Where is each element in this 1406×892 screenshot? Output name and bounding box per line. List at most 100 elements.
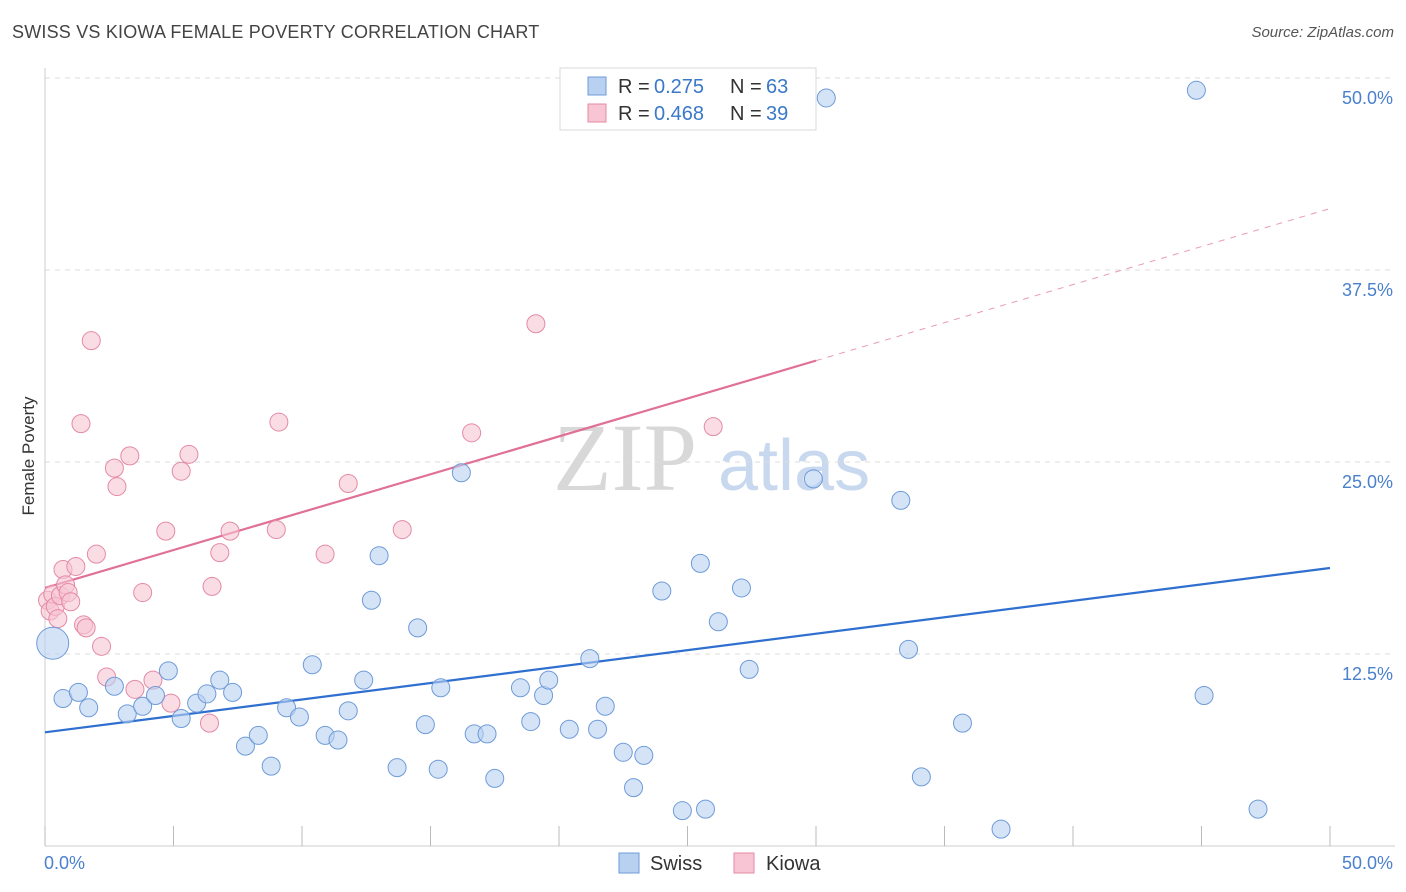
swiss-point-61 [1248, 799, 1268, 819]
kiowa-point-9 [61, 592, 81, 612]
swiss-point-5 [117, 704, 137, 724]
kiowa-point-16 [92, 636, 112, 656]
swiss-point-51 [731, 578, 751, 598]
swiss-point-23 [354, 670, 374, 690]
swiss-point-31 [451, 463, 471, 483]
kiowa-point-39 [703, 417, 723, 437]
swiss-point-57 [911, 767, 931, 787]
swiss-point-28 [415, 715, 435, 735]
kiowa-point-22 [133, 583, 153, 603]
swiss-point-24 [361, 590, 381, 610]
swiss-trend-line [44, 566, 1331, 734]
legend-swatch-swiss [587, 76, 607, 96]
swiss-point-12 [210, 670, 230, 690]
swiss-point-26 [387, 758, 407, 778]
swiss-point-49 [695, 799, 715, 819]
swiss-point-36 [521, 712, 541, 732]
y-tick-label-2: 37.5% [1342, 280, 1393, 300]
swiss-point-59 [991, 819, 1011, 839]
swiss-point-6 [133, 696, 153, 716]
watermark-zip: ZIP [553, 404, 697, 511]
bottom-legend-swatch-swiss [618, 852, 640, 874]
swiss-point-0 [36, 626, 70, 660]
x-tick-label-max: 50.0% [1342, 853, 1393, 873]
kiowa-point-13 [76, 618, 96, 638]
kiowa-point-4 [48, 609, 68, 629]
bottom-legend-swatch-kiowa [733, 852, 755, 874]
swiss-point-55 [891, 490, 911, 510]
swiss-point-22 [338, 701, 358, 721]
kiowa-point-20 [120, 446, 140, 466]
kiowa-point-32 [266, 520, 286, 540]
kiowa-point-25 [161, 693, 181, 713]
bottom-legend-label-kiowa: Kiowa [766, 853, 821, 875]
tick-labels: 12.5% 25.0% 37.5% 50.0% 0.0% 50.0% [44, 88, 1393, 873]
bottom-legend: Swiss Kiowa [618, 852, 821, 875]
legend-n-label-kiowa: N = [730, 103, 762, 125]
kiowa-point-11 [71, 414, 91, 434]
kiowa-point-35 [338, 474, 358, 494]
swiss-point-21 [328, 730, 348, 750]
kiowa-point-18 [104, 458, 124, 478]
trend-lines [44, 208, 1331, 734]
swiss-point-4 [104, 676, 124, 696]
kiowa-point-37 [462, 423, 482, 443]
swiss-point-50 [708, 612, 728, 632]
legend-n-value-kiowa: 39 [766, 103, 788, 125]
kiowa-point-29 [202, 576, 222, 596]
kiowa-point-19 [107, 477, 127, 497]
kiowa-point-14 [81, 331, 101, 351]
legend-r-value-kiowa: 0.468 [654, 103, 704, 125]
swiss-point-16 [261, 756, 281, 776]
swiss-point-15 [248, 725, 268, 745]
kiowa-point-36 [392, 520, 412, 540]
swiss-point-62 [1194, 685, 1214, 705]
kiowa-point-21 [125, 679, 145, 699]
swiss-point-33 [477, 724, 497, 744]
swiss-point-38 [539, 670, 559, 690]
swiss-point-35 [510, 678, 530, 698]
swiss-point-2 [68, 682, 88, 702]
kiowa-point-15 [86, 544, 106, 564]
grid-lines [45, 77, 1395, 655]
kiowa-point-30 [210, 543, 230, 563]
kiowa-point-34 [315, 544, 335, 564]
swiss-point-17 [277, 698, 297, 718]
y-axis-title: Female Poverty [19, 396, 38, 516]
source-label: Source: ZipAtlas.com [1251, 24, 1394, 41]
bottom-legend-label-swiss: Swiss [650, 853, 702, 875]
swiss-point-52 [739, 659, 759, 679]
tick-marks [44, 826, 1331, 846]
swiss-point-29 [428, 759, 448, 779]
swiss-point-54 [816, 88, 836, 108]
legend-n-value-swiss: 63 [766, 76, 788, 98]
legend-n-label-swiss: N = [730, 76, 762, 98]
swiss-point-27 [408, 618, 428, 638]
chart-title: SWISS VS KIOWA FEMALE POVERTY CORRELATIO… [12, 22, 540, 42]
kiowa-trend-extension [815, 208, 1331, 362]
swiss-points [36, 80, 1268, 839]
swiss-point-7 [146, 685, 166, 705]
swiss-point-56 [899, 639, 919, 659]
swiss-point-43 [613, 742, 633, 762]
swiss-point-41 [588, 719, 608, 739]
kiowa-trend-line [44, 359, 817, 590]
swiss-point-18 [289, 707, 309, 727]
swiss-point-58 [952, 713, 972, 733]
swiss-point-11 [197, 684, 217, 704]
swiss-point-44 [624, 778, 644, 798]
kiowa-point-24 [156, 521, 176, 541]
kiowa-point-26 [171, 461, 191, 481]
y-tick-label-1: 25.0% [1342, 472, 1393, 492]
legend-swatch-kiowa [587, 103, 607, 123]
kiowa-point-28 [199, 713, 219, 733]
y-tick-label-0: 12.5% [1342, 664, 1393, 684]
swiss-point-9 [171, 709, 191, 729]
swiss-point-8 [158, 661, 178, 681]
kiowa-point-38 [526, 314, 546, 334]
legend-r-label-kiowa: R = [618, 103, 650, 125]
kiowa-point-10 [66, 556, 86, 576]
swiss-point-46 [652, 581, 672, 601]
watermark-atlas: atlas [718, 426, 870, 506]
y-tick-label-3: 50.0% [1342, 88, 1393, 108]
